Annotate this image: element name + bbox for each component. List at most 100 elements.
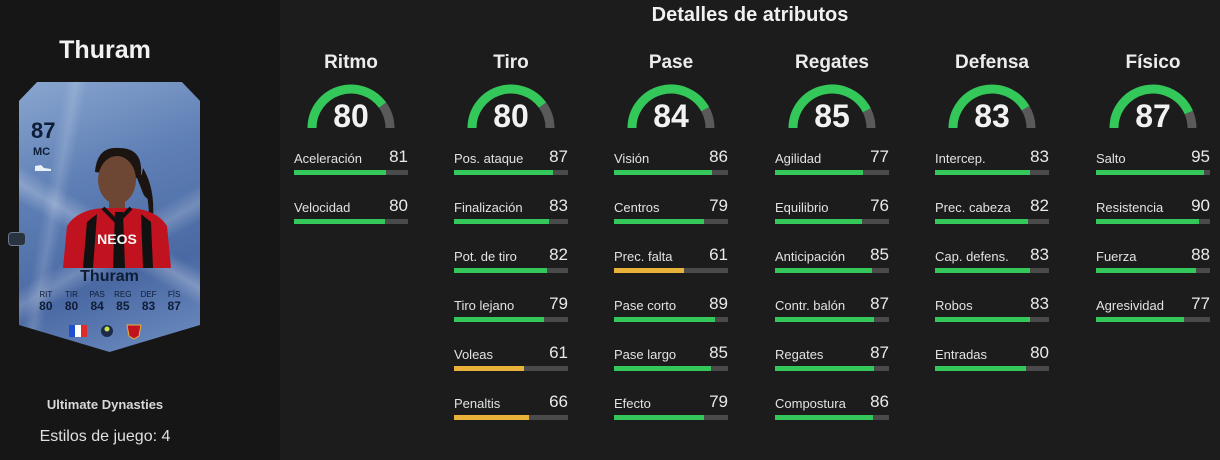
attribute-label: Voleas [454,347,494,362]
gauge-fill [948,84,1030,129]
attribute-value: 89 [709,294,728,313]
attribute-label: Finalización [454,200,523,215]
chemistry-style-icon [8,232,26,246]
attribute-label: Resistencia [1096,200,1164,215]
category-name: Regates [795,52,869,73]
attribute-list: Aceleración 81 Velocidad 80 [294,140,408,238]
category-rating: 85 [814,98,850,134]
gauge-track [1184,110,1197,129]
player-card[interactable]: 87 MC NEOS Thuram RIT TIR PAS REG DEF FÍ… [19,82,200,352]
attribute-bar-fill [775,268,872,273]
category-name: Defensa [955,52,1029,73]
gauge-fill [467,84,547,129]
attribute-value: 80 [1030,343,1049,362]
gauge-track [538,102,555,129]
attribute-value: 61 [709,245,728,264]
attribute-row: Penaltis 66 [454,385,568,434]
attribute-row: Anticipación 85 [775,238,889,287]
attribute-bar [614,219,728,224]
category-pase: Pase 84 Visión 86 Centros 79 Prec. falta 61 Pa… [614,52,728,434]
playstyles-count: Estilos de juego: 4 [39,428,171,445]
attribute-label: Entradas [935,347,988,362]
category-gauge: 87 [1096,80,1210,138]
attribute-value: 79 [709,392,728,411]
attribute-row: Resistencia 90 [1096,189,1210,238]
attribute-bar-fill [935,219,1029,224]
attribute-label: Aceleración [294,151,362,166]
attribute-row: Pot. de tiro 82 [454,238,568,287]
attribute-row: Pase largo 85 [614,336,728,385]
attribute-label: Cap. defens. [935,249,1009,264]
attribute-bar [614,366,728,371]
attribute-bar-fill [454,415,530,420]
attribute-row: Fuerza 88 [1096,238,1210,287]
attribute-value: 86 [870,392,889,411]
attribute-value: 87 [549,147,568,166]
attribute-row: Aceleración 81 [294,140,408,189]
attribute-label: Prec. falta [614,249,673,264]
attribute-label: Regates [775,347,824,362]
league-icon [101,325,113,337]
attribute-bar-fill [775,366,875,371]
attribute-bar-fill [1096,317,1184,322]
attribute-value: 87 [870,294,889,313]
nation-league-club-icons [69,324,142,340]
attribute-label: Robos [935,298,973,313]
attribute-row: Efecto 79 [614,385,728,434]
attribute-label: Pos. ataque [454,151,524,166]
attribute-bar-fill [294,219,386,224]
attribute-value: 88 [1191,245,1210,264]
attribute-row: Compostura 86 [775,385,889,434]
card-stat-label: FÍS [167,290,181,299]
card-stat-value: 85 [116,299,130,313]
attribute-bar [935,366,1049,371]
attribute-row: Contr. balón 87 [775,287,889,336]
attribute-bar [614,317,728,322]
category-name: Tiro [493,52,529,73]
card-stat-value: 84 [90,299,104,313]
attribute-bar [454,366,568,371]
attribute-bar [935,170,1049,175]
attribute-label: Compostura [775,396,846,411]
attribute-bar-fill [775,317,875,322]
attribute-bar-fill [775,219,862,224]
player-photo: NEOS [63,147,171,268]
card-stat-label: RIT [39,290,53,299]
attribute-bar-fill [454,268,548,273]
category-name: Ritmo [324,52,378,73]
attribute-bar-fill [1096,268,1197,273]
attribute-bar [454,317,568,322]
attribute-list: Visión 86 Centros 79 Prec. falta 61 Pase corto… [614,140,728,434]
attribute-bar-fill [614,415,705,420]
attribute-bar [1096,170,1210,175]
attribute-value: 95 [1191,147,1210,166]
category-rating: 83 [974,98,1010,134]
attribute-label: Velocidad [294,200,351,215]
attribute-label: Intercep. [935,151,986,166]
attribute-bar [775,268,889,273]
attribute-list: Agilidad 77 Equilibrio 76 Anticipación 85 Cont… [775,140,889,434]
gauge-fill [307,84,387,129]
attribute-bar [775,366,889,371]
category-rating: 80 [333,98,369,134]
france-flag-icon [69,325,87,337]
promo-name: Ultimate Dynasties [46,397,164,412]
attribute-list: Pos. ataque 87 Finalización 83 Pot. de tiro 8… [454,140,568,434]
attribute-value: 83 [549,196,568,215]
attribute-bar [775,219,889,224]
attribute-bar [935,317,1049,322]
attribute-value: 85 [709,343,728,362]
category-tiro: Tiro 80 Pos. ataque 87 Finalización 83 Pot. … [454,52,568,434]
attribute-label: Penaltis [454,396,501,411]
category-rating: 84 [653,98,689,134]
attribute-label: Salto [1096,151,1126,166]
attribute-value: 83 [1030,294,1049,313]
gauge-track [862,108,876,129]
attribute-row: Prec. falta 61 [614,238,728,287]
attribute-label: Anticipación [775,249,846,264]
attribute-bar-fill [935,170,1030,175]
attribute-value: 83 [1030,245,1049,264]
attribute-label: Fuerza [1096,249,1137,264]
card-stat-value: 87 [167,299,181,313]
attribute-label: Agilidad [775,151,822,166]
